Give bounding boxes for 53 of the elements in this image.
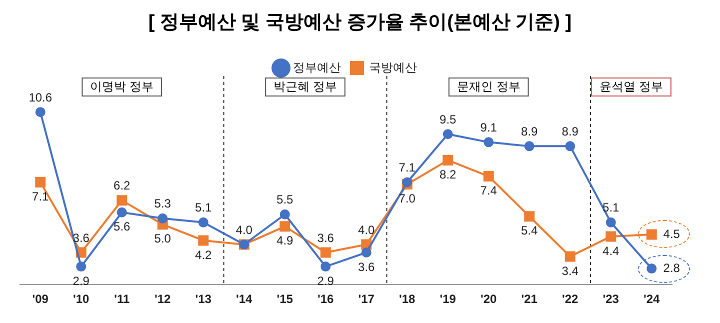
data-label: 4.4: [602, 244, 620, 258]
x-tick-label: '20: [480, 292, 498, 306]
data-label: 3.4: [562, 264, 579, 278]
data-label: 4.9: [276, 234, 294, 248]
x-tick-label: '11: [114, 292, 130, 306]
x-tick-label: '19: [440, 292, 456, 306]
data-label: 5.0: [154, 232, 172, 246]
data-label: 7.4: [480, 184, 498, 198]
data-label: 5.1: [602, 200, 620, 215]
text: 윤석열 정부: [600, 79, 663, 94]
data-label: 5.3: [154, 196, 172, 211]
x-tick-label: '21: [521, 292, 538, 306]
data-label: 8.9: [562, 124, 579, 138]
x-tick-label: '18: [399, 292, 416, 306]
text: 이명박 정부: [90, 79, 154, 94]
x-tick-label: '15: [276, 292, 294, 306]
x-tick-label: '24: [644, 292, 660, 306]
text: 문재인 정부: [456, 79, 520, 94]
data-label: 5.5: [276, 192, 294, 207]
legend-label: 정부예산: [293, 60, 341, 74]
x-tick-label: '10: [73, 292, 90, 306]
data-label: 8.9: [521, 124, 538, 138]
data-label: 4.0: [358, 222, 376, 237]
data-label: 5.1: [195, 200, 212, 215]
x-tick-label: '23: [602, 292, 620, 306]
data-label: 7.0: [398, 192, 416, 206]
data-label: 6.2: [114, 178, 131, 193]
data-label: 9.1: [480, 120, 498, 134]
x-tick-label: '22: [562, 292, 579, 306]
x-tick-label: '14: [236, 292, 253, 306]
data-label: 8.2: [440, 168, 457, 182]
data-label: 5.6: [114, 220, 131, 234]
text: 박근혜 정부: [274, 79, 337, 94]
x-tick-label: '16: [318, 292, 334, 306]
data-label: 3.6: [358, 260, 376, 274]
legend-label: 국방예산: [369, 60, 417, 74]
data-label: 10.6: [28, 90, 52, 104]
chart-title: [ 정부예산 및 국방예산 증가율 추이(본예산 기준) ]: [147, 11, 573, 35]
data-label: 2.8: [663, 260, 680, 275]
data-label: 7.1: [32, 190, 50, 204]
x-tick-label: '17: [358, 292, 375, 306]
x-tick-label: '13: [195, 292, 212, 306]
data-label: 4.0: [236, 222, 253, 237]
data-label: 5.4: [521, 224, 538, 238]
data-label: 3.6: [317, 230, 334, 245]
data-label: 4.2: [195, 248, 212, 262]
data-label: 9.5: [440, 112, 457, 126]
data-label: 2.9: [72, 274, 90, 288]
data-label: 4.5: [663, 226, 680, 241]
data-label: 2.9: [317, 274, 334, 288]
x-tick-label: '12: [154, 292, 172, 306]
data-label: 7.1: [398, 160, 416, 175]
x-tick-label: '09: [32, 292, 49, 306]
